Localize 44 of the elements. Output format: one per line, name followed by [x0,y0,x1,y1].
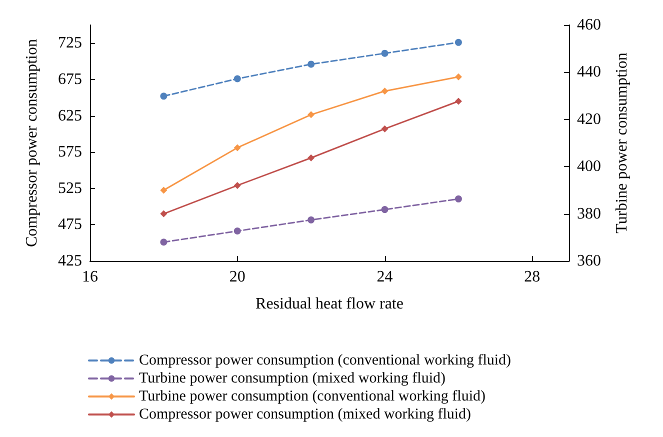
y2-tick-label: 380 [577,205,601,222]
y2-tick-label: 360 [577,252,601,270]
y-tick-label: 525 [58,180,82,197]
point [308,216,315,224]
y-tick-label: 425 [58,252,82,270]
point [308,60,315,68]
point [454,98,462,105]
point [234,182,241,189]
y-tick-label: 475 [58,216,82,234]
y2-tick-label: 420 [577,110,601,128]
legend-label: Compressor power consumption (mixed working fluid) [139,406,472,422]
x-tick-label: 24 [376,268,393,286]
y2-tick-label: 460 [577,16,601,34]
point [160,186,168,194]
point [381,88,388,95]
legend-label: Turbine power consumption (mixed working fluid) [139,370,446,386]
point [308,111,315,118]
point [160,238,168,246]
y-tick-label: 575 [58,144,82,161]
y2-tick-label: 400 [577,158,601,176]
point [308,154,315,162]
point [454,195,462,202]
y-tick-label: 675 [58,70,82,88]
y-axis-title: Compressor power consumption [24,39,40,247]
y2-tick-label: 440 [577,64,601,81]
point [454,73,462,80]
point [381,206,388,214]
point [381,125,388,132]
point [234,228,241,235]
point [454,38,462,46]
x-tick-label: 28 [524,268,540,286]
point [160,210,168,218]
point [234,75,241,82]
point [234,144,241,152]
x-axis-title: Residual heat flow rate [256,296,404,312]
point [381,50,388,57]
legend-label: Turbine power consumption (conventional working fluid) [139,388,486,404]
y-tick-label: 625 [58,107,82,124]
point [160,92,168,100]
x-tick-label: 20 [229,268,246,286]
x-tick-label: 16 [82,268,98,286]
y-tick-label: 725 [58,34,82,52]
y2-axis-title: Turbine power consumption [614,52,630,234]
legend-label: Compressor power consumption (conventional working fluid) [139,352,512,368]
